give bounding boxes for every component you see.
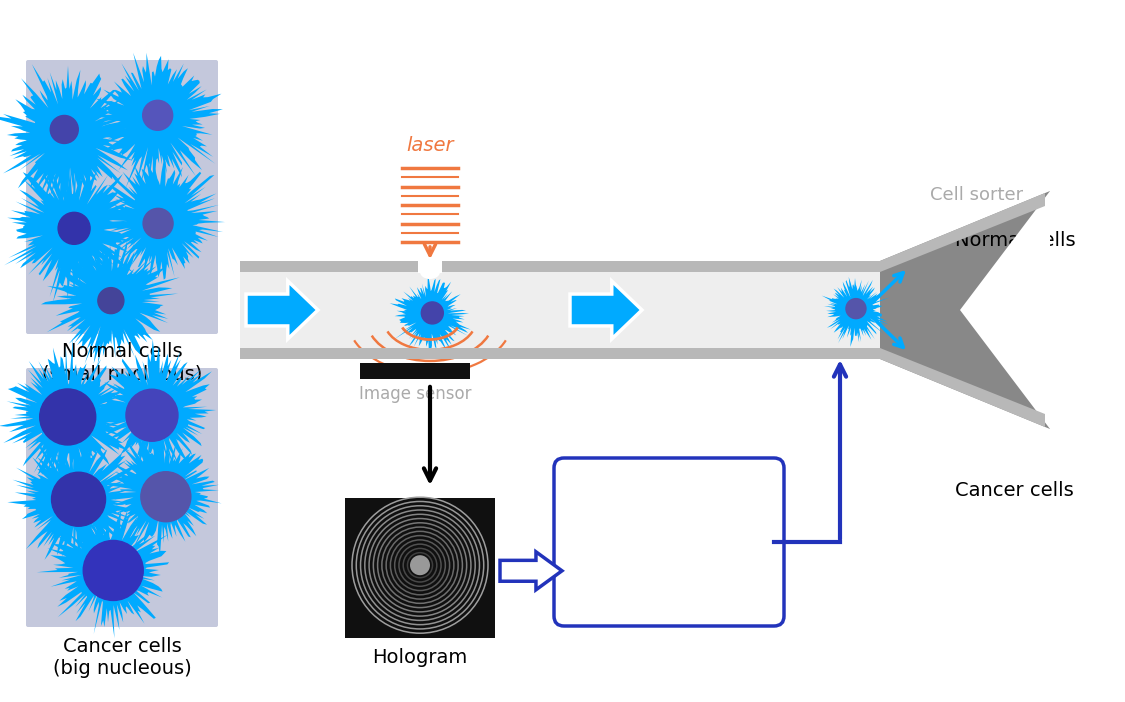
Text: Image sensor: Image sensor [359,385,471,403]
Polygon shape [94,158,225,279]
Bar [345,498,495,638]
Polygon shape [37,510,169,638]
Polygon shape [821,277,890,347]
Bar [240,261,880,272]
Polygon shape [92,53,223,188]
Polygon shape [880,191,1050,429]
Polygon shape [389,279,471,355]
Bar [360,363,470,379]
Text: Hologram: Hologram [372,648,468,667]
Bar [240,348,880,359]
Text: Normal cells: Normal cells [955,230,1076,249]
Polygon shape [40,234,180,366]
Polygon shape [960,191,1050,429]
Circle shape [422,302,443,324]
Polygon shape [0,338,138,492]
Circle shape [98,288,124,314]
Circle shape [846,298,866,319]
Bar [418,260,442,273]
Polygon shape [500,552,562,590]
Circle shape [143,208,173,239]
FancyBboxPatch shape [554,458,784,626]
Polygon shape [88,339,216,475]
Bar [240,272,880,348]
Circle shape [39,389,96,445]
Circle shape [52,472,106,526]
FancyBboxPatch shape [26,368,218,627]
Polygon shape [4,154,137,303]
Text: laser: laser [406,136,453,155]
Circle shape [143,100,172,131]
Polygon shape [570,281,642,339]
Circle shape [51,115,79,143]
Polygon shape [105,427,222,556]
Circle shape [141,472,191,522]
Circle shape [126,389,178,442]
Circle shape [58,212,90,244]
Text: Normal cells
(small nucleous): Normal cells (small nucleous) [42,342,202,383]
Polygon shape [880,193,1045,272]
Polygon shape [880,348,1045,427]
Polygon shape [8,432,137,569]
Polygon shape [0,64,148,204]
Text: Cancer cells
(big nucleous): Cancer cells (big nucleous) [53,637,191,678]
Text: Cancer cells: Cancer cells [955,480,1073,500]
Text: Image processing
+
machine learning
classification: Image processing + machine learning clas… [590,491,749,592]
FancyBboxPatch shape [26,60,218,334]
Circle shape [83,541,143,600]
Polygon shape [246,281,318,339]
Circle shape [410,555,430,575]
Ellipse shape [420,265,440,279]
Text: Cell sorter: Cell sorter [930,186,1023,204]
